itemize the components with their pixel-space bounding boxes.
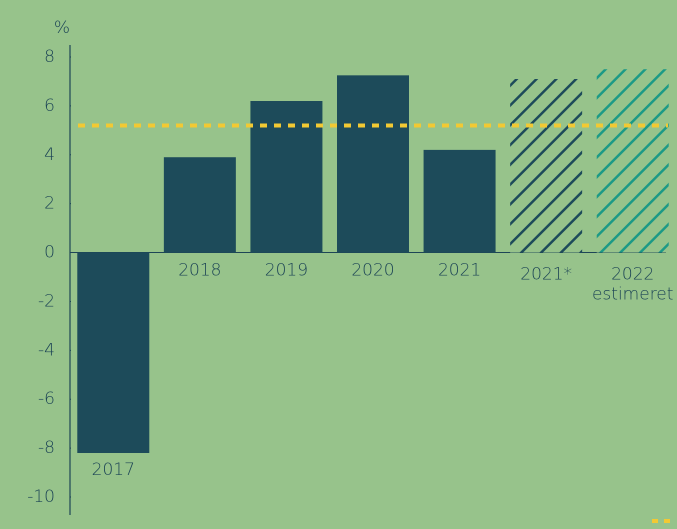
- x-tick-label: 2022 estimeret: [592, 265, 673, 305]
- y-tick-label: -8: [38, 438, 55, 458]
- bar: [163, 157, 236, 253]
- y-tick-label: -2: [38, 291, 55, 311]
- y-tick-label: -4: [38, 340, 55, 360]
- x-tick-label: 2018: [178, 261, 221, 281]
- bar: [423, 149, 496, 253]
- x-tick-label: 2021*: [520, 265, 572, 285]
- y-tick-label: -6: [38, 389, 55, 409]
- y-tick-label: 0: [44, 243, 55, 263]
- bar: [337, 75, 409, 253]
- y-axis-label: %: [54, 18, 70, 38]
- y-tick-label: 2: [44, 194, 55, 214]
- y-tick-label: 8: [44, 47, 55, 67]
- x-tick-label: 2017: [92, 460, 135, 480]
- y-tick-label: -10: [27, 487, 55, 507]
- bar: [510, 79, 583, 253]
- x-tick-label: 2020: [351, 261, 394, 281]
- x-tick-label: 2019: [265, 261, 308, 281]
- x-tick-label: 2021: [438, 261, 481, 281]
- y-tick-label: 4: [44, 145, 55, 165]
- bar: [596, 69, 669, 253]
- y-tick-label: 6: [44, 96, 55, 116]
- bar: [77, 252, 150, 453]
